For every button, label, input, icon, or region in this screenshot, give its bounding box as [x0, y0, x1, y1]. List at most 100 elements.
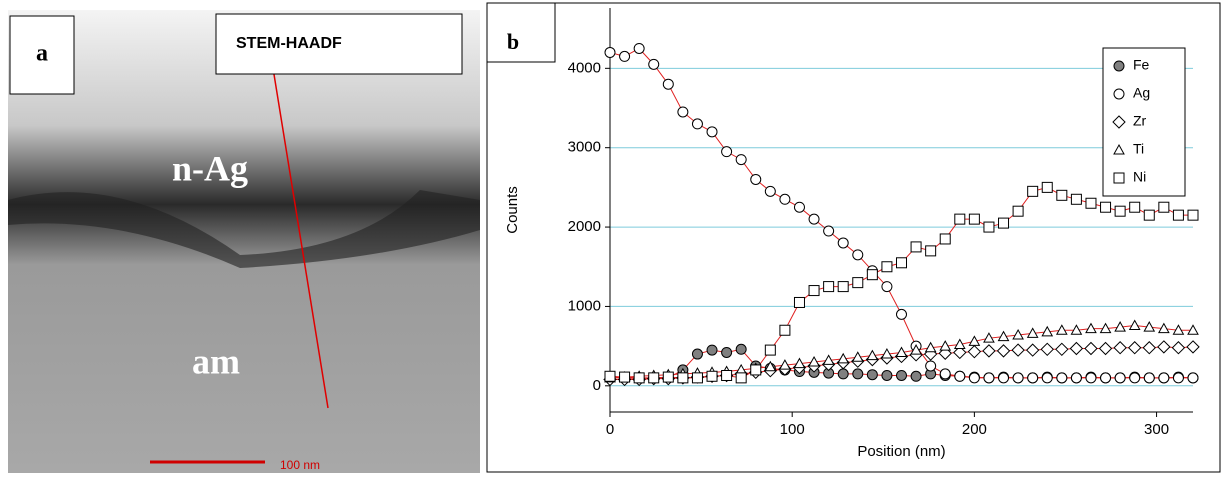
marker [779, 324, 791, 336]
marker [706, 126, 718, 138]
marker [1158, 201, 1170, 213]
marker [823, 225, 835, 237]
marker [953, 345, 967, 360]
marker [1142, 341, 1156, 355]
marker [1070, 193, 1082, 205]
marker [619, 371, 631, 383]
y-tick-label: 1000 [568, 297, 601, 314]
marker [822, 354, 835, 365]
marker [837, 368, 849, 380]
marker [1128, 319, 1141, 330]
marker [1113, 341, 1127, 355]
marker [938, 346, 952, 360]
marker [633, 372, 645, 384]
marker [1114, 205, 1126, 217]
marker [662, 78, 674, 90]
marker [808, 213, 820, 225]
marker [1084, 341, 1098, 356]
panel-a: a STEM-HAADF n-Ag am 100 nm [8, 10, 480, 473]
marker [721, 369, 733, 381]
marker [1143, 209, 1155, 221]
marker [1026, 327, 1039, 338]
marker [1069, 341, 1084, 356]
marker [764, 185, 776, 197]
marker [604, 370, 616, 382]
marker [866, 369, 878, 381]
region-label: n-Ag [172, 148, 248, 188]
mode-label: STEM-HAADF [236, 35, 342, 52]
marker [648, 372, 660, 384]
marker [1041, 325, 1054, 337]
marker [968, 372, 980, 384]
marker [896, 308, 907, 320]
marker [837, 352, 850, 364]
marker [1157, 340, 1171, 354]
marker [910, 370, 922, 382]
marker [1187, 372, 1199, 384]
marker [939, 233, 951, 245]
scan-line [271, 61, 329, 409]
marker [996, 344, 1011, 358]
marker [619, 50, 631, 62]
marker [881, 261, 893, 273]
marker [793, 357, 806, 369]
marker [750, 364, 762, 376]
legend-marker [1113, 88, 1125, 100]
legend-label: Fe [1133, 57, 1150, 73]
marker [1172, 372, 1184, 384]
x-tick-label: 100 [780, 421, 805, 438]
marker [750, 173, 762, 185]
y-tick-label: 2000 [568, 218, 601, 235]
marker [1186, 340, 1200, 354]
marker [1100, 372, 1112, 384]
y-axis-title: Counts [504, 186, 521, 234]
mode-box [215, 13, 463, 75]
marker [1012, 205, 1024, 217]
marker [1085, 197, 1097, 209]
marker [1158, 322, 1170, 334]
marker [1056, 372, 1068, 384]
marker [764, 360, 777, 372]
marker [1129, 201, 1141, 213]
marker [764, 344, 776, 356]
marker [1055, 342, 1069, 357]
panel-b-frame [486, 2, 1221, 473]
marker [939, 368, 951, 380]
marker [662, 371, 674, 383]
legend-label: Ti [1133, 141, 1144, 157]
marker [925, 245, 937, 257]
legend-label: Ni [1133, 169, 1146, 185]
marker [1114, 372, 1126, 384]
marker [633, 42, 645, 54]
label-box [9, 15, 75, 95]
marker [881, 369, 893, 381]
marker [852, 368, 864, 380]
marker [691, 118, 703, 130]
marker [1172, 324, 1185, 335]
marker [896, 369, 907, 381]
marker [1012, 372, 1024, 384]
marker [1129, 372, 1141, 384]
marker [1187, 209, 1199, 221]
marker [1011, 343, 1025, 357]
marker [1100, 201, 1112, 213]
marker [881, 348, 893, 359]
panel-b: 0 1000 2000 3000 4000 0 100 200 300 Position (nm)… [504, 8, 1200, 460]
marker [706, 344, 718, 356]
marker [823, 281, 835, 293]
marker [910, 241, 922, 253]
marker [691, 348, 703, 360]
marker [866, 349, 879, 361]
scale-label: 100 nm [280, 458, 320, 472]
marker [1070, 324, 1083, 335]
x-tick-label: 300 [1144, 421, 1169, 438]
marker [735, 343, 747, 355]
marker [896, 257, 907, 269]
marker [983, 372, 995, 384]
marker [967, 344, 982, 359]
marker [706, 370, 718, 382]
legend-box [1102, 47, 1186, 197]
marker [1158, 372, 1170, 384]
marker [1041, 372, 1053, 384]
